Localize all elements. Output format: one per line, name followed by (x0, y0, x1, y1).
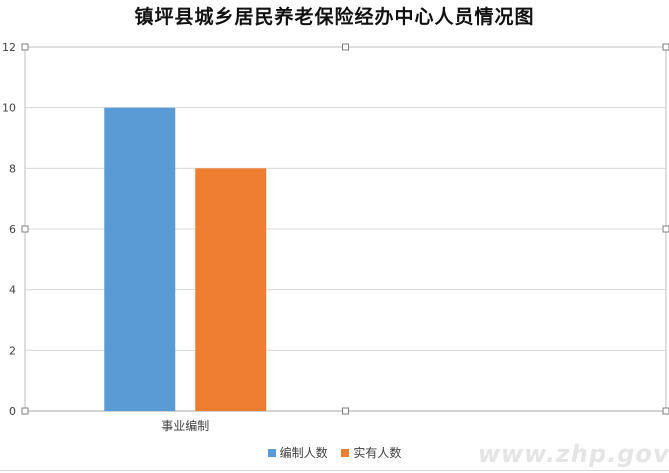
y-tick-label-1: 2 (9, 344, 16, 357)
bar-0-0 (104, 107, 176, 412)
grid-lines (25, 46, 666, 351)
legend-label-0: 编制人数 (279, 446, 328, 460)
legend-item-1[interactable]: 实有人数 (341, 444, 401, 461)
resize-handle-1 (21, 225, 29, 233)
legend-swatch-1 (341, 448, 350, 457)
tick-labels: 0 2 4 6 8 10 12 事业编制 (2, 41, 209, 433)
bars (104, 107, 267, 412)
y-tick-label-2: 4 (9, 284, 16, 297)
resize-handle-0 (21, 43, 29, 51)
y-tick-label-3: 6 (9, 223, 16, 236)
selection-handles (21, 43, 669, 415)
watermark: www.zhp.gov.cn (475, 440, 669, 468)
resize-handle-2 (21, 407, 29, 415)
divider (0, 470, 669, 471)
y-tick-label-4: 8 (9, 162, 16, 175)
legend: 编制人数 实有人数 (0, 444, 669, 461)
resize-handle-4 (342, 407, 349, 415)
legend-swatch-0 (267, 448, 276, 457)
legend-label-1: 实有人数 (353, 446, 402, 460)
y-tick-label-5: 10 (2, 102, 16, 115)
resize-handle-3 (342, 43, 349, 51)
resize-handle-5 (662, 43, 669, 51)
y-tick-label-6: 12 (2, 41, 16, 54)
x-tick-label-0: 事业编制 (161, 418, 209, 433)
y-tick-label-0: 0 (9, 405, 16, 418)
resize-handle-6 (662, 225, 669, 233)
chart-title: 镇坪县城乡居民养老保险经办中心人员情况图 (134, 6, 535, 28)
resize-handle-7 (662, 407, 669, 415)
bar-1-0 (195, 168, 267, 411)
legend-item-0[interactable]: 编制人数 (267, 444, 328, 461)
